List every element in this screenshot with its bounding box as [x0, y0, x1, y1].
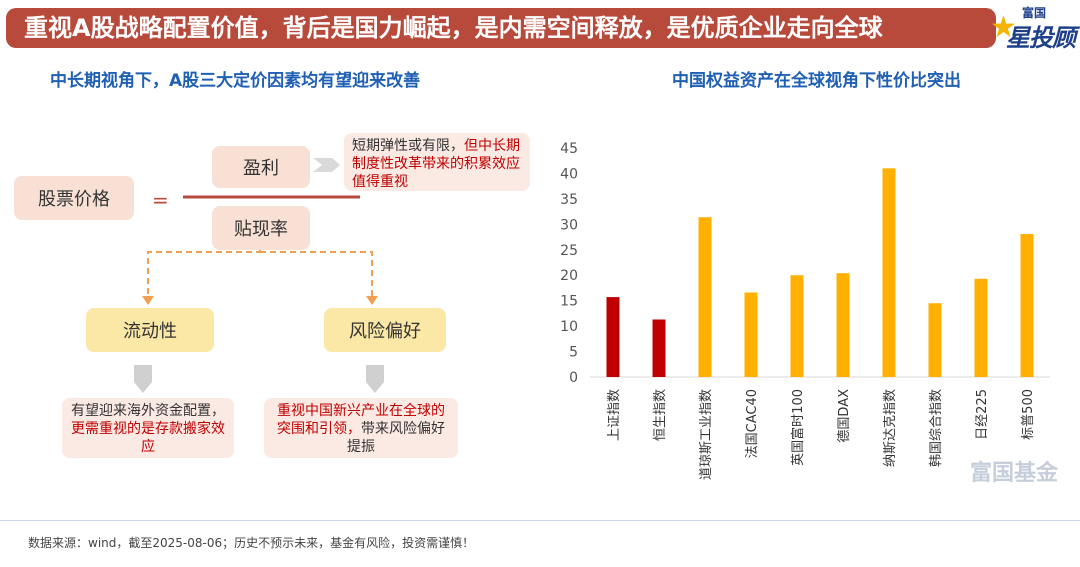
bar — [974, 278, 988, 377]
left-section-title: 中长期视角下，A股三大定价因素均有望迎来改善 — [50, 71, 421, 91]
y-tick-label: 40 — [560, 166, 578, 182]
bar — [606, 297, 620, 377]
bar — [744, 292, 758, 377]
brand-logo: ★ 富国 星投顾 — [986, 2, 1080, 52]
liquidity-note-text: 有望迎来海外资金配置， — [71, 403, 225, 419]
dashed-connector-left — [147, 250, 261, 300]
y-tick-label: 35 — [560, 192, 578, 208]
x-tick-label: 法国CAC40 — [745, 389, 760, 458]
watermark-text: 富国基金 — [970, 461, 1059, 486]
x-tick-label: 纳斯达克指数 — [883, 389, 898, 467]
risk-note-text: 带来风险偏好提振 — [347, 421, 445, 455]
earnings-note-text: 短期弹性或有限， — [352, 138, 464, 154]
bar — [652, 319, 666, 377]
chart-title: 中国权益资产在全球视角下性价比突出 — [672, 71, 961, 91]
liquidity-note: 有望迎来海外资金配置， 更需重视的是存款搬家效应 — [62, 398, 234, 458]
stock-price-box: 股票价格 — [14, 176, 134, 220]
x-tick-label: 标普500 — [1021, 389, 1036, 440]
arrow-earnings-note — [313, 158, 340, 172]
footer-divider — [0, 520, 1080, 521]
x-tick-label: 德国DAX — [837, 389, 852, 443]
y-tick-label: 10 — [560, 319, 578, 335]
x-tick-label: 韩国综合指数 — [929, 389, 944, 467]
dashed-connector-right — [260, 251, 373, 300]
bar — [836, 273, 850, 377]
y-tick-label: 20 — [560, 268, 578, 284]
chevron-down-risk-icon — [366, 365, 384, 393]
arrowhead-left — [142, 296, 154, 305]
earnings-note: 短期弹性或有限，但中长期制度性改革带来的积累效应值得重视 — [344, 133, 530, 191]
bar — [1020, 234, 1034, 377]
risk-note-highlight: 重视中国新兴产业在全球的突围和引领， — [277, 403, 445, 437]
y-tick-label: 15 — [560, 294, 578, 310]
liquidity-box: 流动性 — [86, 308, 214, 352]
earnings-box: 盈利 — [212, 146, 310, 188]
logo-main-text: 星投顾 — [1006, 24, 1076, 52]
y-tick-label: 0 — [569, 370, 578, 386]
star-icon: ★ — [990, 10, 1017, 45]
y-tick-label: 30 — [560, 217, 578, 233]
discount-rate-box: 贴现率 — [212, 206, 310, 250]
bar — [790, 275, 804, 377]
arrowhead-right — [366, 296, 378, 305]
liquidity-note-highlight: 更需重视的是存款搬家效应 — [71, 421, 225, 455]
y-tick-label: 25 — [560, 243, 578, 259]
x-tick-label: 英国富时100 — [790, 389, 806, 466]
bar-chart: 0 5 10 15 20 25 30 35 40 45 上证指数 恒生指数 道琼斯工业指数 法国CAC40… — [560, 141, 1050, 480]
x-tick-label: 日经225 — [975, 389, 990, 440]
chevron-down-liquidity-icon — [134, 365, 152, 393]
bar — [698, 217, 712, 377]
bar — [928, 303, 942, 377]
logo-top-text: 富国 — [1022, 6, 1047, 20]
bar — [882, 168, 896, 377]
risk-note: 重视中国新兴产业在全球的突围和引领，带来风险偏好提振 — [264, 398, 458, 458]
x-tick-label: 道琼斯工业指数 — [699, 389, 714, 480]
diagram-connectors — [134, 158, 384, 393]
equals-sign: = — [152, 188, 169, 212]
footer-source: 数据来源：wind，截至2025-08-06；历史不预示未来，基金有风险，投资需… — [28, 536, 475, 550]
risk-appetite-box: 风险偏好 — [324, 308, 446, 352]
banner-title: 重视A股战略配置价值，背后是国力崛起，是内需空间释放，是优质企业走向全球 — [24, 14, 883, 42]
title-banner: 重视A股战略配置价值，背后是国力崛起，是内需空间释放，是优质企业走向全球 — [6, 8, 996, 48]
y-tick-label: 5 — [569, 345, 578, 361]
x-tick-label: 恒生指数 — [653, 389, 668, 441]
earnings-note-highlight: 但中长期制度性改革带来的积累效应值得重视 — [352, 138, 520, 190]
x-tick-label: 上证指数 — [607, 389, 622, 441]
y-tick-label: 45 — [560, 141, 578, 157]
